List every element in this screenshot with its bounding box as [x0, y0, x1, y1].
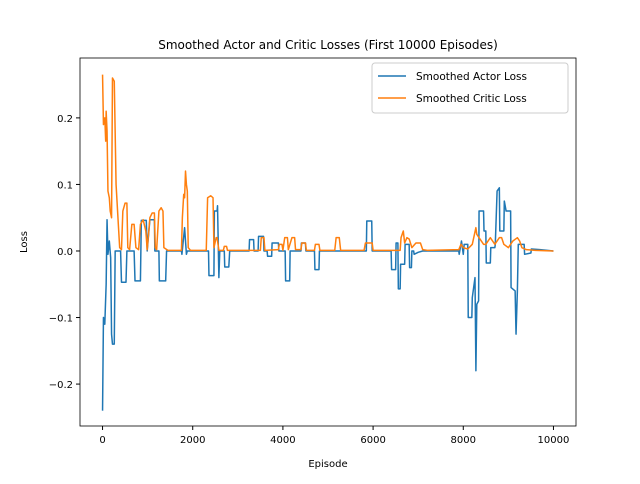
legend-label: Smoothed Critic Loss	[416, 93, 527, 105]
x-tick-label: 10000	[538, 435, 570, 446]
y-axis-label: Loss	[19, 231, 30, 253]
y-tick-label: 0.0	[57, 247, 73, 258]
x-tick-label: 2000	[180, 435, 205, 446]
y-tick-label: −0.2	[49, 380, 73, 391]
y-tick-label: −0.1	[49, 314, 73, 325]
x-tick-label: 6000	[360, 435, 385, 446]
x-tick-label: 4000	[270, 435, 295, 446]
y-tick-label: 0.1	[57, 180, 73, 191]
plot-frame	[79, 57, 577, 427]
legend-label: Smoothed Actor Loss	[416, 71, 527, 83]
y-tick-label: 0.2	[57, 114, 73, 125]
x-axis-label: Episode	[308, 459, 347, 470]
legend-box	[371, 62, 569, 114]
series-line	[101, 74, 554, 252]
x-tick-label: 8000	[451, 435, 476, 446]
chart-title: Smoothed Actor and Critic Losses (First …	[158, 38, 498, 52]
x-tick-label: 0	[99, 435, 105, 446]
